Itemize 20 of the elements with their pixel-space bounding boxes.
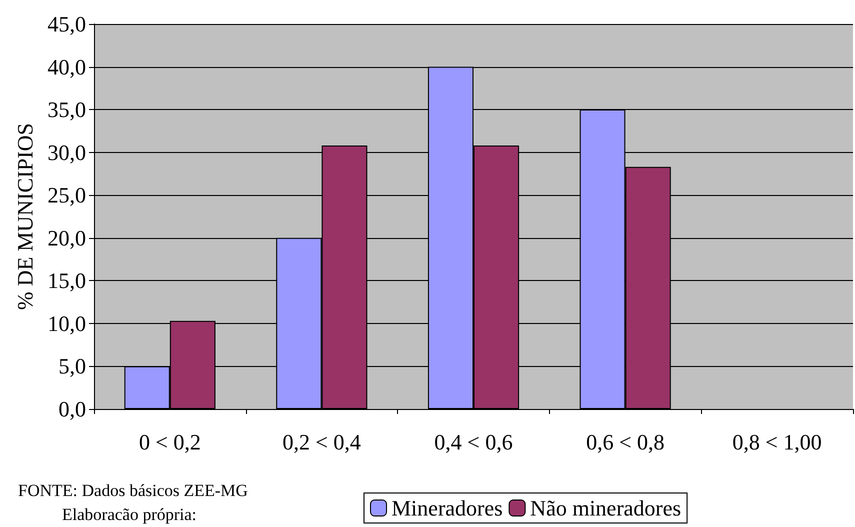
- y-tick-label: 30,0: [48, 140, 86, 165]
- x-tick-label: 0,6 < 0,8: [586, 430, 665, 454]
- y-tick-label: 15,0: [48, 268, 86, 294]
- legend-label: Mineradores: [392, 496, 503, 520]
- text: Elaboracão própria:: [62, 505, 197, 524]
- y-tick-label: 35,0: [48, 97, 86, 122]
- x-tick-label: 0,4 < 0,6: [434, 430, 513, 454]
- source-note: FONTE: Dados básicos ZEE-MG: [18, 481, 248, 500]
- y-tick-label: 45,0: [48, 12, 86, 36]
- y-tick-label: 40,0: [48, 54, 86, 80]
- y-tick-label: 20,0: [48, 225, 86, 250]
- x-tick-label: 0 < 0,2: [138, 430, 201, 454]
- x-tick-label: 0,2 < 0,4: [282, 430, 361, 454]
- y-tick-label: 5,0: [58, 354, 86, 379]
- x-tick-label: 0,8 < 1,00: [732, 430, 822, 454]
- y-tick-label: 10,0: [48, 310, 86, 336]
- y-axis-title: % DE MUNICIPIOS: [12, 123, 38, 310]
- legend-label: Não mineradores: [530, 496, 682, 520]
- y-tick-label: 25,0: [48, 182, 86, 208]
- y-tick-label: 0,0: [58, 396, 86, 422]
